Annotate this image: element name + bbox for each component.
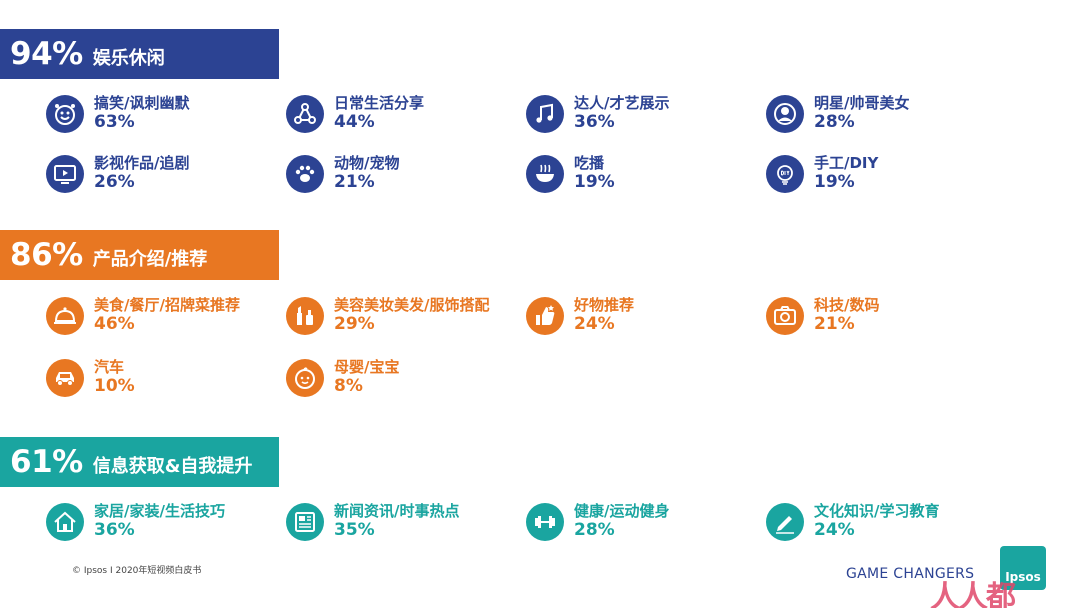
list-item: 搞笑/讽刺幽默 63% bbox=[46, 92, 189, 136]
list-item: 明星/帅哥美女 28% bbox=[766, 92, 909, 136]
item-label: 日常生活分享 bbox=[334, 94, 425, 113]
list-item: 影视作品/追剧 26% bbox=[46, 152, 189, 196]
item-value: 63% bbox=[94, 111, 135, 132]
item-label: 新闻资讯/时事热点 bbox=[334, 502, 460, 521]
food-cloche-icon bbox=[46, 297, 84, 335]
house-icon bbox=[46, 503, 84, 541]
item-value: 24% bbox=[814, 519, 855, 540]
list-item: 新闻资讯/时事热点 35% bbox=[286, 500, 459, 544]
person-icon bbox=[766, 95, 804, 133]
list-item: 汽车 10% bbox=[46, 356, 135, 400]
item-label: 吃播 bbox=[574, 154, 605, 173]
section-header-information: 61% 信息获取&自我提升 bbox=[0, 437, 279, 487]
item-label: 好物推荐 bbox=[574, 296, 635, 315]
item-label: 达人/才艺展示 bbox=[574, 94, 670, 113]
item-label: 明星/帅哥美女 bbox=[814, 94, 910, 113]
list-item: 手工/DIY 19% bbox=[766, 152, 878, 196]
item-value: 24% bbox=[574, 313, 615, 334]
diy-bulb-icon bbox=[766, 155, 804, 193]
item-value: 35% bbox=[334, 519, 375, 540]
item-label: 科技/数码 bbox=[814, 296, 880, 315]
list-item: 家居/家装/生活技巧 36% bbox=[46, 500, 225, 544]
item-label: 美容美妆美发/服饰搭配 bbox=[334, 296, 490, 315]
item-value: 19% bbox=[814, 171, 855, 192]
item-label: 动物/宠物 bbox=[334, 154, 400, 173]
noodle-bowl-icon bbox=[526, 155, 564, 193]
tv-play-icon bbox=[46, 155, 84, 193]
ipsos-logo: Ipsos bbox=[1000, 546, 1046, 590]
item-value: 28% bbox=[574, 519, 615, 540]
item-value: 36% bbox=[574, 111, 615, 132]
clown-face-icon bbox=[46, 95, 84, 133]
section-percent: 61% bbox=[10, 444, 83, 480]
item-label: 手工/DIY bbox=[814, 154, 879, 173]
section-percent: 86% bbox=[10, 237, 83, 273]
newspaper-icon bbox=[286, 503, 324, 541]
copyright-footer: © Ipsos I 2020年短视频白皮书 bbox=[72, 566, 202, 576]
list-item: 日常生活分享 44% bbox=[286, 92, 424, 136]
logo-text: Ipsos bbox=[1005, 570, 1041, 584]
pencil-icon bbox=[766, 503, 804, 541]
section-title: 信息获取&自我提升 bbox=[92, 456, 253, 477]
item-value: 21% bbox=[814, 313, 855, 334]
list-item: 吃播 19% bbox=[526, 152, 615, 196]
item-label: 母婴/宝宝 bbox=[334, 358, 400, 377]
section-percent: 94% bbox=[10, 36, 83, 72]
list-item: 母婴/宝宝 8% bbox=[286, 356, 399, 400]
brand-tagline: GAME CHANGERS bbox=[846, 566, 975, 582]
dumbbell-icon bbox=[526, 503, 564, 541]
section-title: 娱乐休闲 bbox=[92, 48, 165, 69]
item-label: 影视作品/追剧 bbox=[94, 154, 190, 173]
item-label: 健康/运动健身 bbox=[574, 502, 670, 521]
item-value: 28% bbox=[814, 111, 855, 132]
car-icon bbox=[46, 359, 84, 397]
item-value: 46% bbox=[94, 313, 135, 334]
list-item: 美容美妆美发/服饰搭配 29% bbox=[286, 294, 489, 338]
camera-icon bbox=[766, 297, 804, 335]
section-title: 产品介绍/推荐 bbox=[92, 249, 208, 270]
item-label: 家居/家装/生活技巧 bbox=[94, 502, 225, 521]
item-label: 搞笑/讽刺幽默 bbox=[94, 94, 190, 113]
section-header-product: 86% 产品介绍/推荐 bbox=[0, 230, 279, 280]
thumbs-up-icon bbox=[526, 297, 564, 335]
item-value: 10% bbox=[94, 375, 135, 396]
list-item: 科技/数码 21% bbox=[766, 294, 879, 338]
item-value: 19% bbox=[574, 171, 615, 192]
watermark: 人人都 bbox=[930, 580, 1016, 608]
list-item: 文化知识/学习教育 24% bbox=[766, 500, 939, 544]
item-value: 29% bbox=[334, 313, 375, 334]
list-item: 达人/才艺展示 36% bbox=[526, 92, 669, 136]
item-value: 44% bbox=[334, 111, 375, 132]
baby-face-icon bbox=[286, 359, 324, 397]
cosmetics-icon bbox=[286, 297, 324, 335]
item-label: 美食/餐厅/招牌菜推荐 bbox=[94, 296, 240, 315]
section-header-entertainment: 94% 娱乐休闲 bbox=[0, 29, 279, 79]
list-item: 动物/宠物 21% bbox=[286, 152, 399, 196]
list-item: 健康/运动健身 28% bbox=[526, 500, 669, 544]
item-value: 8% bbox=[334, 375, 363, 396]
item-value: 36% bbox=[94, 519, 135, 540]
paw-icon bbox=[286, 155, 324, 193]
item-label: 汽车 bbox=[94, 358, 125, 377]
item-value: 26% bbox=[94, 171, 135, 192]
list-item: 美食/餐厅/招牌菜推荐 46% bbox=[46, 294, 240, 338]
list-item: 好物推荐 24% bbox=[526, 294, 634, 338]
item-value: 21% bbox=[334, 171, 375, 192]
music-note-icon bbox=[526, 95, 564, 133]
item-label: 文化知识/学习教育 bbox=[814, 502, 940, 521]
share-nodes-icon bbox=[286, 95, 324, 133]
